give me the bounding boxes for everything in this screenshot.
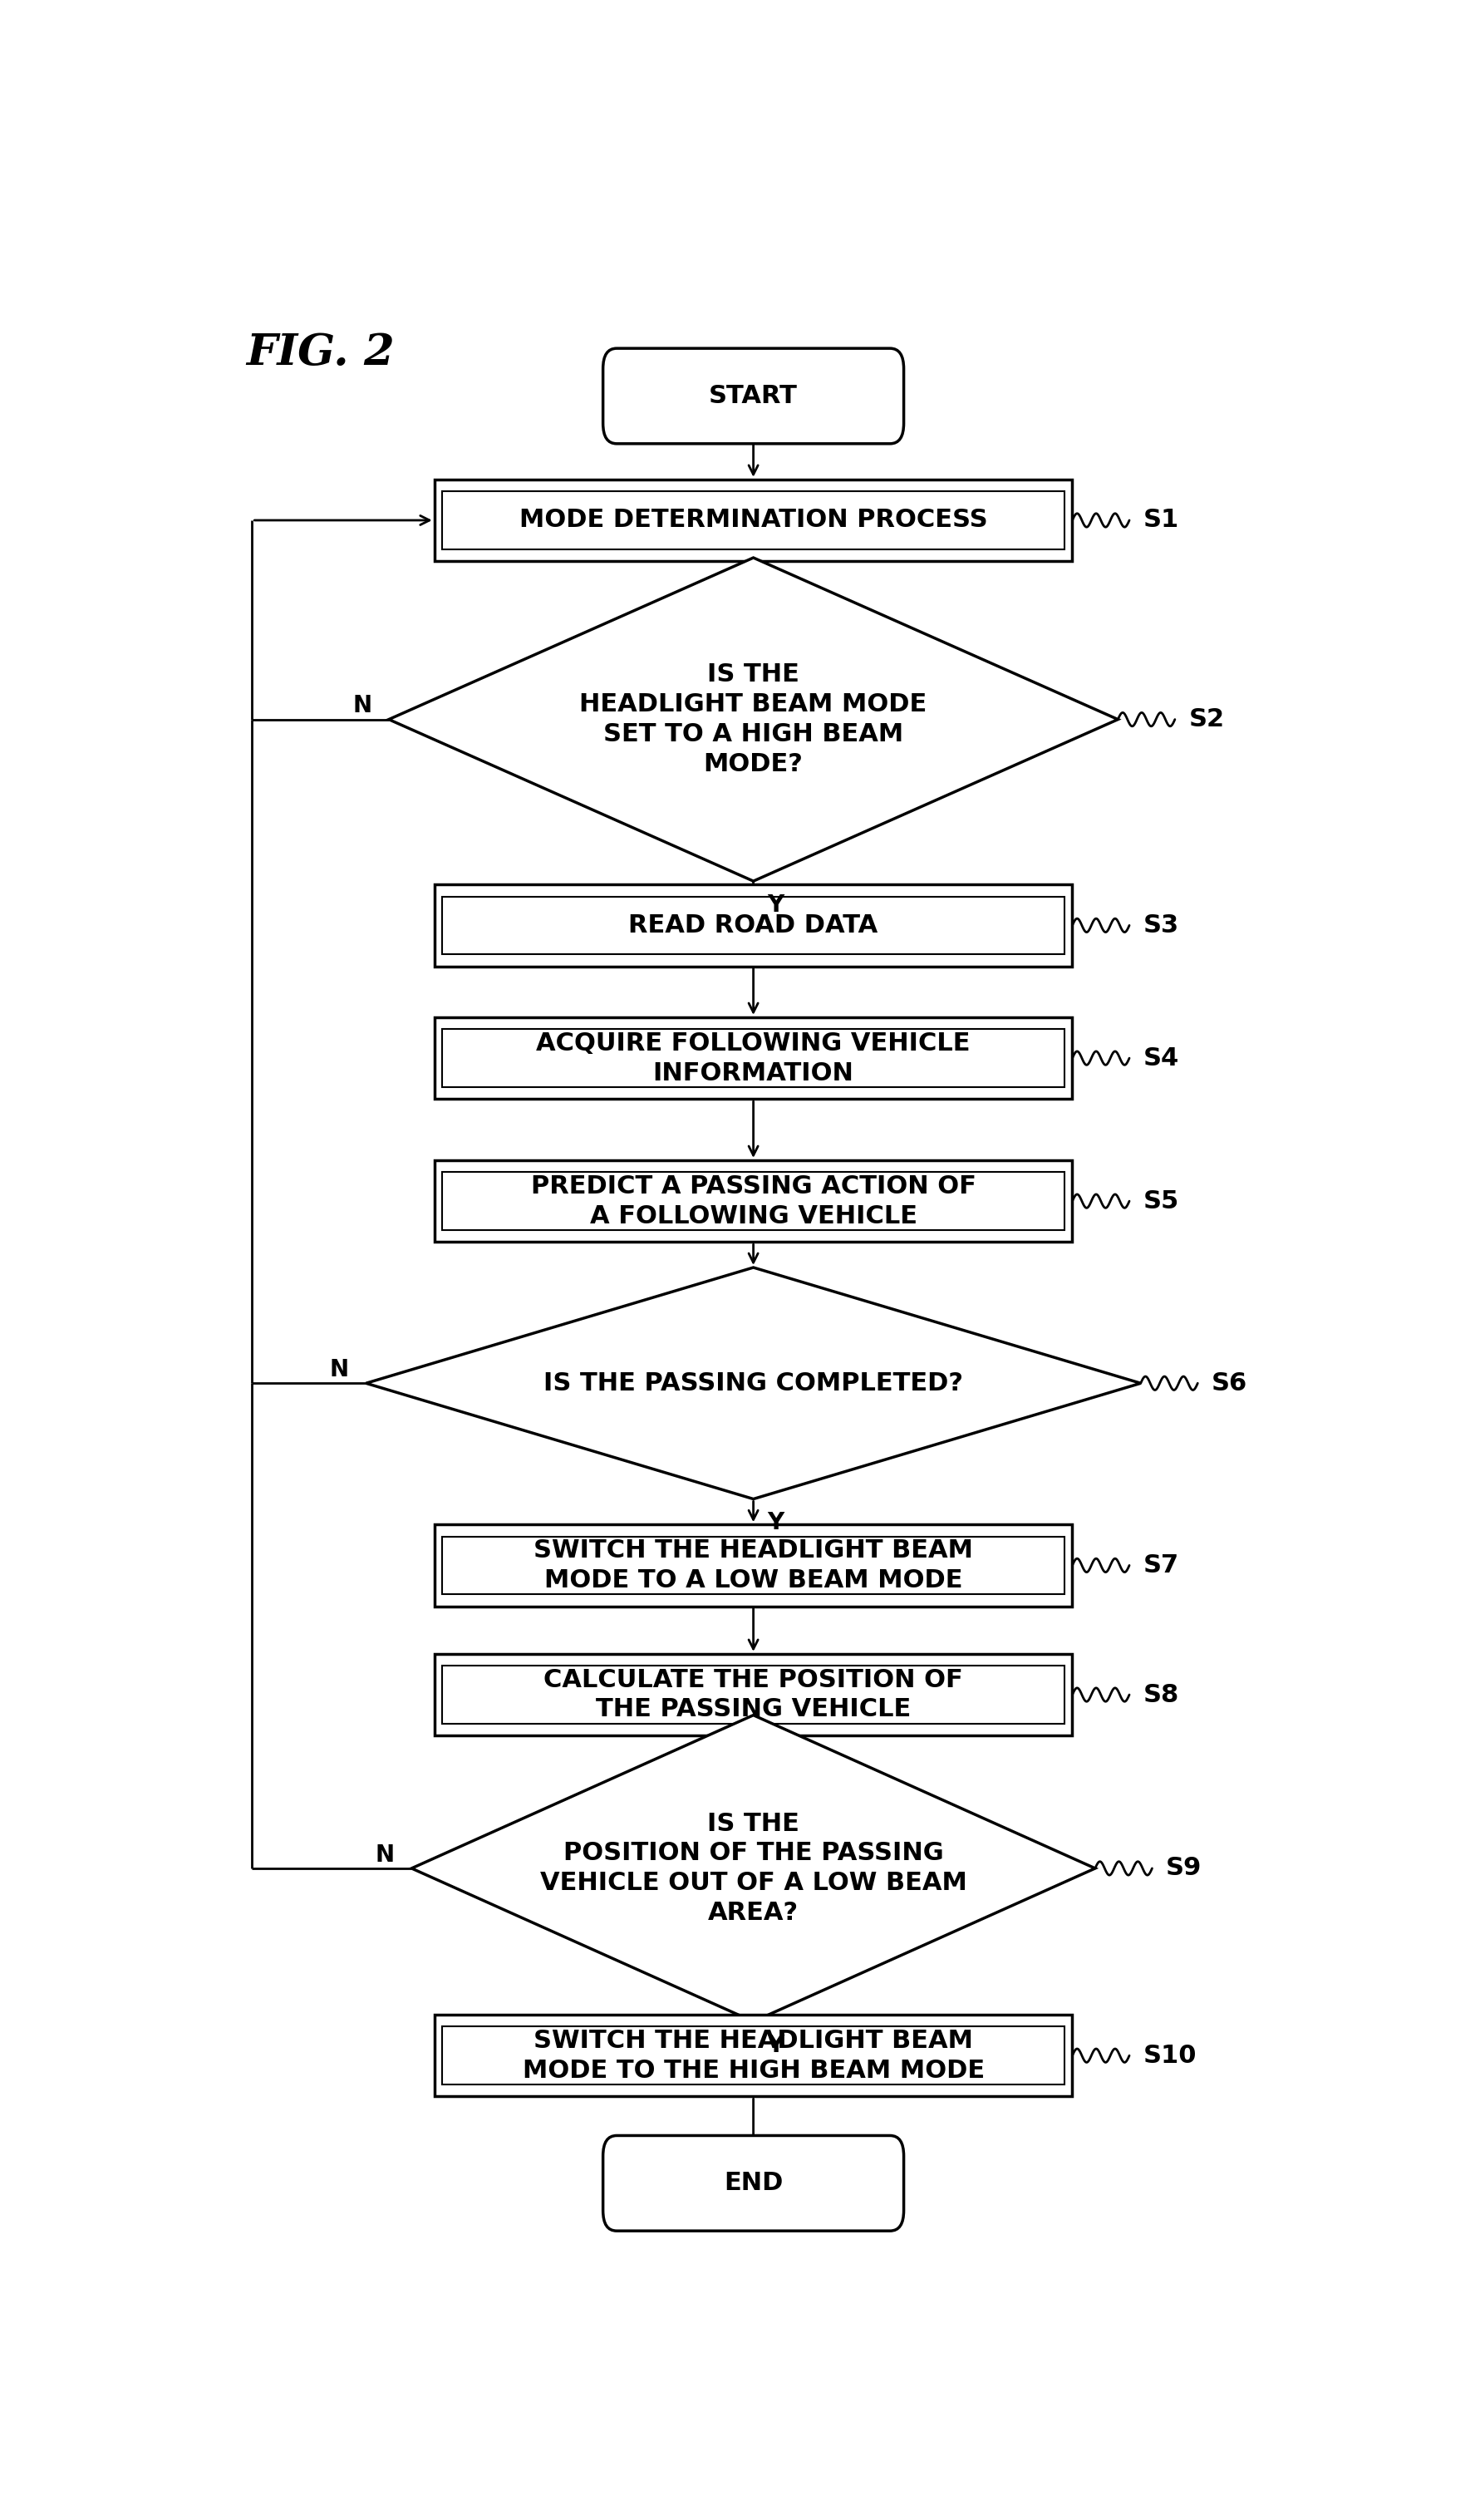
Text: S3: S3 [1144, 912, 1179, 937]
Text: FIG. 2: FIG. 2 [247, 330, 395, 373]
Polygon shape [366, 1268, 1141, 1499]
Text: Y: Y [767, 2034, 784, 2056]
Text: Y: Y [767, 1512, 784, 1535]
Text: S2: S2 [1189, 708, 1225, 731]
Text: READ ROAD DATA: READ ROAD DATA [629, 912, 878, 937]
Text: SWITCH THE HEADLIGHT BEAM
MODE TO A LOW BEAM MODE: SWITCH THE HEADLIGHT BEAM MODE TO A LOW … [534, 1537, 973, 1593]
Bar [442, 1172, 1064, 1230]
Text: END: END [723, 2172, 784, 2195]
Bar [435, 885, 1073, 965]
Polygon shape [388, 557, 1119, 882]
Text: START: START [709, 383, 798, 408]
Polygon shape [412, 1716, 1095, 2021]
Bar [442, 1028, 1064, 1086]
FancyBboxPatch shape [603, 348, 904, 444]
Text: IS THE
POSITION OF THE PASSING
VEHICLE OUT OF A LOW BEAM
AREA?: IS THE POSITION OF THE PASSING VEHICLE O… [539, 1812, 967, 1925]
Text: N: N [375, 1842, 394, 1867]
Text: IS THE PASSING COMPLETED?: IS THE PASSING COMPLETED? [544, 1371, 963, 1396]
Text: S10: S10 [1144, 2044, 1197, 2066]
Text: S5: S5 [1144, 1189, 1179, 1212]
Bar [435, 1525, 1073, 1605]
Bar [442, 1666, 1064, 1724]
Text: N: N [353, 693, 372, 718]
Text: MODE DETERMINATION PROCESS: MODE DETERMINATION PROCESS [519, 509, 988, 532]
Bar [442, 897, 1064, 955]
Text: PREDICT A PASSING ACTION OF
A FOLLOWING VEHICLE: PREDICT A PASSING ACTION OF A FOLLOWING … [531, 1174, 976, 1227]
Text: N: N [329, 1358, 348, 1381]
Bar [435, 1018, 1073, 1099]
Text: IS THE
HEADLIGHT BEAM MODE
SET TO A HIGH BEAM
MODE?: IS THE HEADLIGHT BEAM MODE SET TO A HIGH… [579, 663, 928, 776]
Bar [442, 2026, 1064, 2084]
Bar [435, 1653, 1073, 1736]
Text: SWITCH THE HEADLIGHT BEAM
MODE TO THE HIGH BEAM MODE: SWITCH THE HEADLIGHT BEAM MODE TO THE HI… [522, 2029, 985, 2082]
Bar [442, 491, 1064, 549]
Text: Y: Y [767, 892, 784, 917]
Text: S4: S4 [1144, 1046, 1179, 1071]
Bar [435, 479, 1073, 562]
Text: S1: S1 [1144, 509, 1179, 532]
Bar [435, 2013, 1073, 2097]
Text: CALCULATE THE POSITION OF
THE PASSING VEHICLE: CALCULATE THE POSITION OF THE PASSING VE… [544, 1668, 963, 1721]
Text: S7: S7 [1144, 1552, 1179, 1578]
FancyBboxPatch shape [603, 2134, 904, 2230]
Text: S9: S9 [1166, 1857, 1202, 1880]
Bar [435, 1159, 1073, 1242]
Text: S8: S8 [1144, 1683, 1179, 1706]
Text: S6: S6 [1211, 1371, 1247, 1396]
Text: ACQUIRE FOLLOWING VEHICLE
INFORMATION: ACQUIRE FOLLOWING VEHICLE INFORMATION [537, 1031, 970, 1086]
Bar [442, 1537, 1064, 1595]
